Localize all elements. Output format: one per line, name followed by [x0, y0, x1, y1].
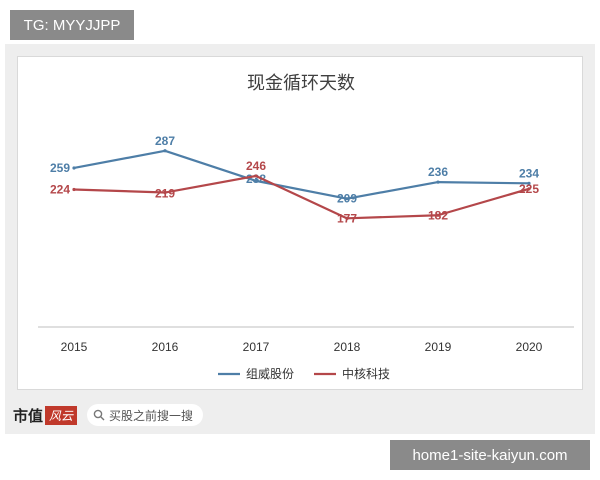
article-image-card: 现金循环天数 2015 2016 2017 2018 2019 2020 259 287 238 2… — [5, 44, 595, 434]
data-point — [72, 166, 76, 170]
brand-logo: 风云 — [45, 405, 78, 425]
data-point — [163, 149, 167, 153]
x-tick-label: 2019 — [425, 340, 452, 354]
chart-frame: 现金循环天数 2015 2016 2017 2018 2019 2020 259 287 238 2… — [17, 56, 583, 390]
search-icon — [93, 409, 105, 421]
data-label: 236 — [428, 165, 448, 179]
site-badge: home1-site-kaiyun.com — [390, 440, 590, 470]
data-point — [254, 179, 258, 183]
data-label: 234 — [519, 166, 539, 180]
data-point — [527, 181, 531, 185]
data-point — [254, 174, 258, 178]
data-point — [527, 187, 531, 191]
legend-label: 中核科技 — [342, 366, 390, 381]
data-label: 287 — [155, 134, 175, 148]
data-label: 209 — [337, 192, 357, 206]
brand-name: 市值 — [13, 406, 44, 425]
x-tick-label: 2020 — [516, 340, 543, 354]
data-point — [345, 197, 349, 201]
series-line — [73, 149, 530, 200]
data-label: 259 — [50, 161, 70, 175]
search-pill[interactable]: 买股之前搜一搜 — [87, 404, 204, 426]
site-label: home1-site-kaiyun.com — [412, 446, 568, 464]
brand-row: 市值 风云 买股之前搜一搜 — [13, 402, 204, 428]
x-tick-label: 2017 — [243, 340, 270, 354]
tg-badge: TG: MYYJJPP — [10, 10, 134, 40]
chart-title: 现金循环天数 — [247, 73, 355, 94]
x-tick-label: 2016 — [152, 340, 179, 354]
data-label: 238 — [246, 172, 266, 186]
data-label: 182 — [428, 208, 448, 222]
x-tick-label: 2018 — [334, 340, 361, 354]
data-point — [72, 187, 76, 192]
data-label: 225 — [519, 182, 539, 196]
data-label: 246 — [246, 159, 266, 173]
tg-label: TG: MYYJJPP — [23, 16, 121, 34]
data-point — [345, 216, 349, 220]
search-placeholder: 买股之前搜一搜 — [109, 408, 194, 423]
x-tick-label: 2015 — [61, 340, 88, 354]
data-point — [163, 190, 167, 195]
data-label: 224 — [50, 182, 70, 196]
series-line — [73, 174, 530, 220]
legend-label: 组威股份 — [246, 367, 294, 381]
data-label: 219 — [155, 187, 175, 201]
data-point — [436, 180, 440, 184]
data-point — [436, 213, 440, 217]
data-label: 177 — [337, 211, 357, 225]
